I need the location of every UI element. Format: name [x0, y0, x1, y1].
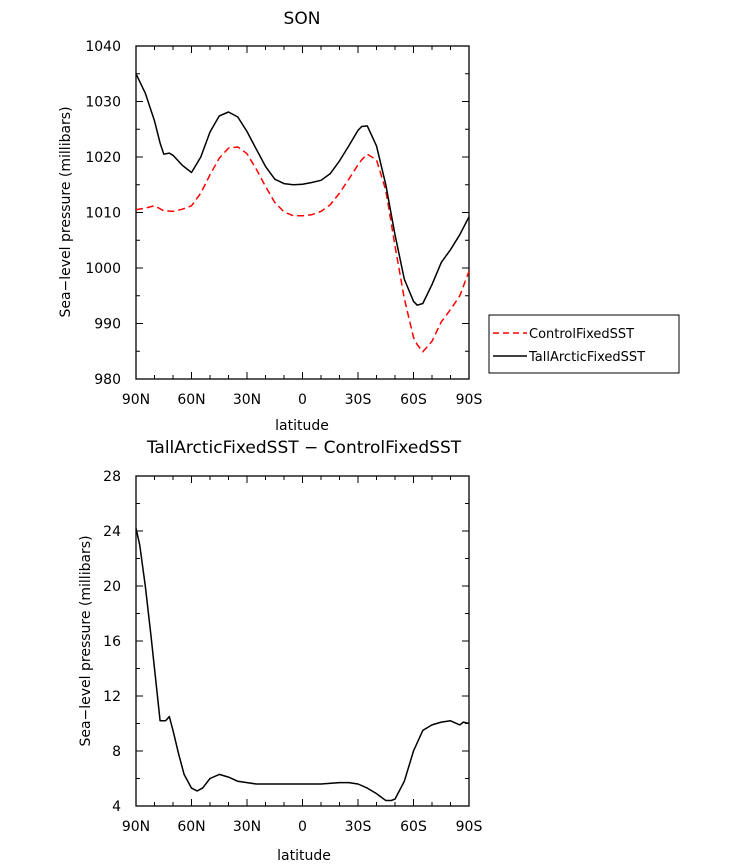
- y-axis-label: Sea−level pressure (millibars): [58, 106, 74, 317]
- y-tick-label: 1000: [85, 261, 121, 277]
- chart-son: SON 90N 60N 30N 0 30S 60S 90S 980 990 1000 1010 102…: [58, 9, 482, 434]
- legend: ControlFixedSST TallArcticFixedSST: [488, 314, 680, 374]
- y-tick-label: 16: [103, 634, 121, 650]
- y-tick-label: 1020: [85, 150, 121, 166]
- x-tick-label: 30S: [345, 819, 372, 835]
- y-tick-label: 1030: [85, 95, 121, 111]
- x-tick-label: 90S: [456, 392, 483, 408]
- y-tick-label: 990: [94, 317, 121, 333]
- chart-title: TallArcticFixedSST − ControlFixedSST: [146, 438, 462, 458]
- y-tick-label: 8: [112, 744, 121, 760]
- legend-label-tallarctic: TallArcticFixedSST: [528, 350, 645, 365]
- x-axis-label: latitude: [277, 848, 331, 864]
- y-tick-label: 1010: [85, 206, 121, 222]
- legend-label-control: ControlFixedSST: [529, 327, 634, 342]
- x-tick-label: 60N: [177, 392, 205, 408]
- plot-frame: [135, 45, 470, 380]
- chart-difference: TallArcticFixedSST − ControlFixedSST 90N…: [78, 438, 482, 864]
- legend-box: [488, 314, 680, 374]
- x-tick-label: 60S: [400, 819, 427, 835]
- y-tick-label: 12: [103, 689, 121, 705]
- x-axis-label: latitude: [275, 418, 329, 434]
- y-tick-label: 4: [112, 799, 121, 815]
- series-line-difference: [135, 528, 470, 802]
- y-tick-label: 1040: [85, 39, 121, 55]
- x-tick-label: 60S: [400, 392, 427, 408]
- y-tick-label: 28: [103, 469, 121, 485]
- x-tick-label: 60N: [177, 819, 205, 835]
- series-line-controlfixedsst: [135, 146, 470, 353]
- x-tick-label: 90N: [122, 392, 150, 408]
- y-tick-label: 980: [94, 372, 121, 388]
- y-axis-label: Sea−level pressure (millibars): [78, 535, 94, 746]
- plot-frame: [135, 475, 470, 807]
- x-tick-label: 0: [298, 392, 307, 408]
- x-tick-label: 90N: [122, 819, 150, 835]
- y-tick-label: 20: [103, 579, 121, 595]
- plot-area: 90N 60N 30N 0 30S 60S 90S 4 8 12 16 20 24 28: [103, 469, 482, 835]
- x-tick-label: 30S: [345, 392, 372, 408]
- x-tick-label: 30N: [233, 819, 261, 835]
- x-tick-label: 30N: [233, 392, 261, 408]
- series-line-tallarcticfixedsst: [135, 73, 470, 306]
- x-tick-label: 0: [298, 819, 307, 835]
- chart-title: SON: [284, 9, 321, 29]
- x-tick-label: 90S: [456, 819, 483, 835]
- y-tick-label: 24: [103, 524, 121, 540]
- plot-area: 90N 60N 30N 0 30S 60S 90S 980 990 1000 1010 1020 103…: [85, 39, 482, 408]
